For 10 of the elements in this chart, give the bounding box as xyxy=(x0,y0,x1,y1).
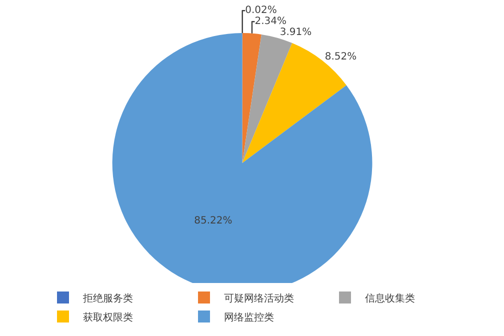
data-label: 8.52% xyxy=(324,52,357,63)
legend-label: 获取权限类 xyxy=(83,311,133,324)
legend-label: 可疑网络活动类 xyxy=(224,292,294,304)
legend-label: 拒绝服务类 xyxy=(82,292,133,304)
legend-label: 网络监控类 xyxy=(224,311,274,324)
legend-label: 信息收集类 xyxy=(365,292,415,304)
data-label: 85.22% xyxy=(194,216,232,227)
data-label: 2.34% xyxy=(254,16,287,28)
data-label: 0.02% xyxy=(245,5,277,16)
data-label: 3.91% xyxy=(280,27,312,38)
